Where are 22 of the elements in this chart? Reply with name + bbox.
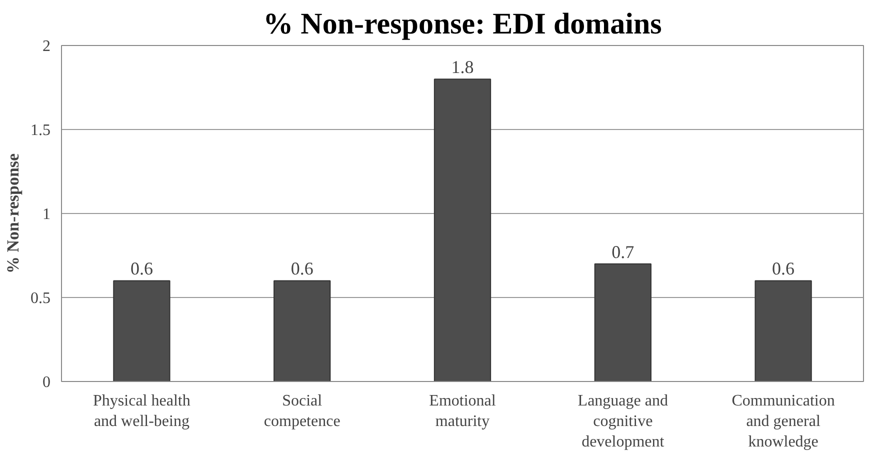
bar (274, 280, 331, 382)
data-label: 0.6 (130, 258, 153, 279)
y-tick-label: 0 (42, 374, 50, 391)
y-tick-label: 0.5 (30, 290, 50, 307)
data-label: 0.6 (290, 258, 314, 279)
y-tick-label: 2 (42, 38, 50, 55)
bar (113, 280, 170, 382)
data-label: 0.7 (612, 242, 634, 262)
y-tick-label: 1.5 (30, 122, 50, 139)
x-tick-label: Language and cognitive development (578, 392, 668, 450)
y-tick-label: 1 (42, 206, 50, 223)
x-tick-label: Social competence (264, 392, 340, 430)
data-label: 1.8 (451, 57, 474, 78)
chart-title: % Non-response: EDI domains (263, 8, 662, 40)
bar (434, 78, 492, 382)
bar (754, 280, 812, 382)
data-label: 0.6 (772, 258, 795, 279)
y-axis-title: % Non-response (4, 152, 22, 274)
bar (594, 263, 652, 382)
x-tick-label: Emotional maturity (429, 392, 496, 430)
x-tick-label: Communication and general knowledge (732, 392, 835, 450)
x-tick-label: Physical health and well-being (93, 392, 190, 430)
